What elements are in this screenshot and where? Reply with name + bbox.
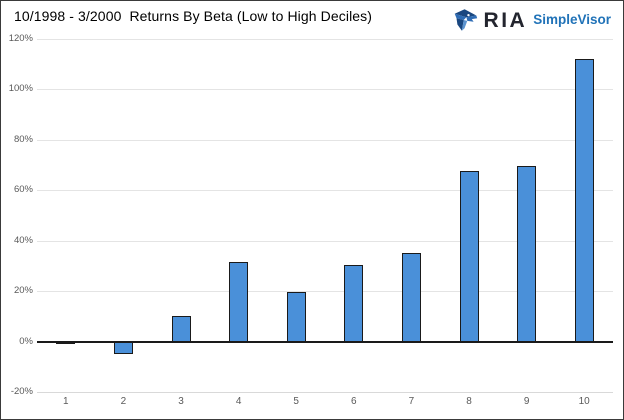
y-axis-tick-label: 80% bbox=[13, 133, 33, 145]
bar-decile-7 bbox=[401, 253, 421, 342]
brand-ria-text: RIA bbox=[483, 8, 528, 32]
zero-axis-line bbox=[37, 340, 613, 343]
bar-decile-5 bbox=[286, 291, 306, 342]
brand-logo: RIA SimpleVisor bbox=[452, 5, 611, 35]
x-axis-tick-label: 2 bbox=[120, 396, 127, 407]
y-axis-tick-label: -20% bbox=[10, 386, 33, 397]
x-axis-tick-label: 9 bbox=[523, 396, 530, 407]
y-axis-tick-label: 40% bbox=[13, 234, 33, 246]
x-axis-tick-label: 4 bbox=[235, 396, 242, 407]
bar-decile-10 bbox=[574, 59, 594, 342]
y-gridline bbox=[37, 89, 613, 91]
bar-decile-6 bbox=[344, 264, 364, 342]
x-axis-tick-label: 1 bbox=[63, 396, 69, 407]
plot-area bbox=[37, 39, 613, 393]
bar-decile-4 bbox=[229, 261, 249, 342]
y-gridline bbox=[37, 291, 613, 293]
y-gridline bbox=[37, 190, 613, 192]
x-axis-tick-label: 7 bbox=[408, 396, 415, 407]
y-gridline bbox=[37, 392, 613, 393]
x-axis-tick-label: 3 bbox=[178, 396, 184, 407]
x-axis-tick-label: 10 bbox=[578, 396, 590, 407]
y-axis-tick-label: 100% bbox=[8, 83, 33, 95]
bar-decile-9 bbox=[517, 166, 537, 342]
x-axis-tick-label: 6 bbox=[351, 396, 357, 407]
chart-title: 10/1998 - 3/2000 Returns By Beta (Low to… bbox=[14, 8, 373, 24]
y-axis-tick-label: 120% bbox=[8, 33, 33, 44]
y-axis-tick-label: 0% bbox=[19, 335, 33, 347]
y-axis-tick-label: 60% bbox=[13, 184, 33, 196]
y-gridline bbox=[37, 240, 613, 242]
y-gridline bbox=[37, 39, 613, 40]
y-axis-tick-label: 20% bbox=[13, 285, 33, 297]
brand-simplevisor-text: SimpleVisor bbox=[533, 12, 611, 28]
bar-decile-3 bbox=[171, 315, 191, 342]
x-axis-tick-label: 5 bbox=[293, 396, 299, 407]
y-gridline bbox=[37, 139, 613, 141]
bar-decile-8 bbox=[459, 171, 479, 342]
ria-eagle-icon bbox=[452, 6, 479, 34]
bar-decile-2 bbox=[113, 341, 133, 354]
x-axis-tick-label: 8 bbox=[466, 396, 472, 407]
